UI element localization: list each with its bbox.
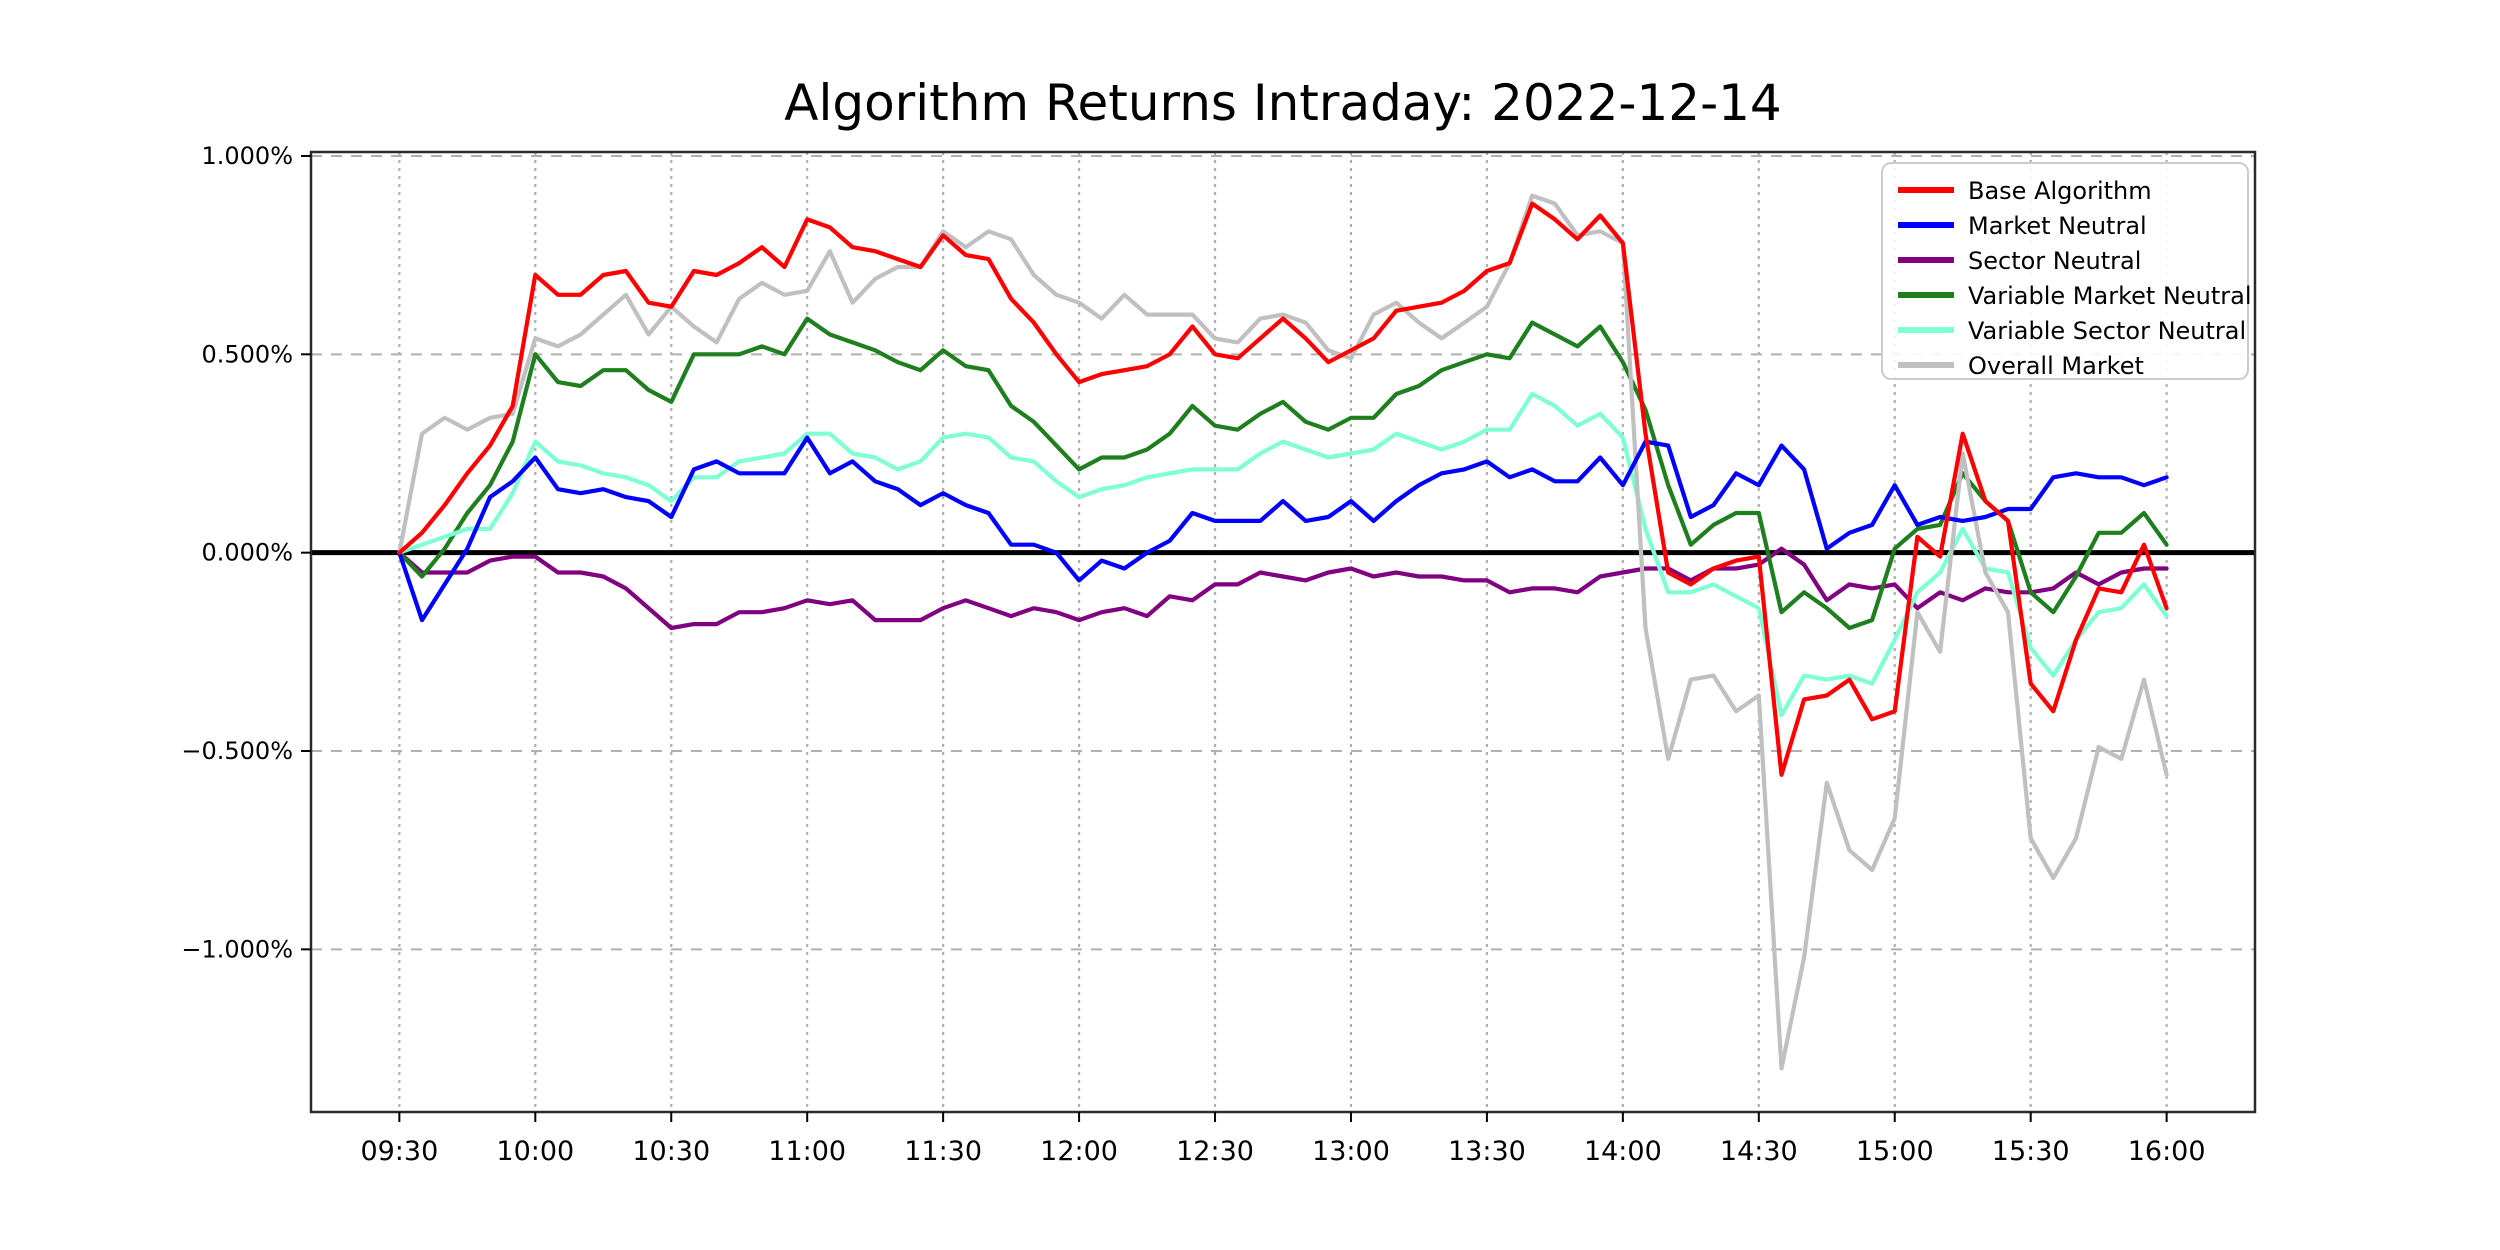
y-tick-label: 1.000% (201, 142, 293, 170)
axis-ticks-and-labels: 09:30 10:00 10:30 11:00 11:30 12:00 12:30 13:00… (181, 142, 2205, 1167)
x-tick-label: 13:00 (1312, 1136, 1390, 1167)
x-tick-label: 10:30 (632, 1136, 710, 1167)
series-line-sector-neutral (397, 546, 2169, 631)
x-tick-label: 14:00 (1584, 1136, 1662, 1167)
x-tick-label: 16:00 (2128, 1136, 2206, 1167)
y-tick-label: 0.000% (201, 539, 293, 567)
plot-border (309, 150, 2257, 1114)
x-tick-label: 13:30 (1448, 1136, 1526, 1167)
x-tick-label: 15:30 (1992, 1136, 2070, 1167)
x-tick-label: 09:30 (360, 1136, 438, 1167)
axes-frame (309, 150, 2257, 1114)
x-tick-label: 11:00 (768, 1136, 846, 1167)
x-tick-label: 12:30 (1176, 1136, 1254, 1167)
y-tick-label: −0.500% (181, 737, 293, 765)
series-line-variable-market-neutral (397, 316, 2169, 631)
y-tick-label: −1.000% (181, 935, 293, 963)
y-tick-label: 0.500% (201, 340, 293, 368)
series-line-variable-sector-neutral (397, 391, 2169, 718)
legend-box (1881, 162, 2249, 380)
x-tick-label: 12:00 (1040, 1136, 1118, 1167)
legend-label: Market Neutral (1968, 212, 2147, 240)
legend-label: Base Algorithm (1968, 177, 2152, 205)
x-tick-label: 14:30 (1720, 1136, 1798, 1167)
legend-label: Variable Sector Neutral (1968, 317, 2246, 345)
chart-title: Algorithm Returns Intraday: 2022-12-14 (784, 74, 1782, 132)
legend-label: Overall Market (1968, 352, 2144, 380)
legend: Base Algorithm Market Neutral Sector Neutr… (1881, 162, 2252, 380)
legend-label: Sector Neutral (1968, 247, 2141, 275)
x-tick-label: 10:00 (496, 1136, 574, 1167)
x-tick-label: 15:00 (1856, 1136, 1934, 1167)
series-lines (397, 193, 2169, 1071)
x-tick-label: 11:30 (904, 1136, 982, 1167)
series-line-market-neutral (397, 435, 2169, 623)
series-line-overall-market (397, 193, 2169, 1071)
series-line-base-algorithm (397, 201, 2169, 777)
legend-label: Variable Market Neutral (1968, 282, 2252, 310)
